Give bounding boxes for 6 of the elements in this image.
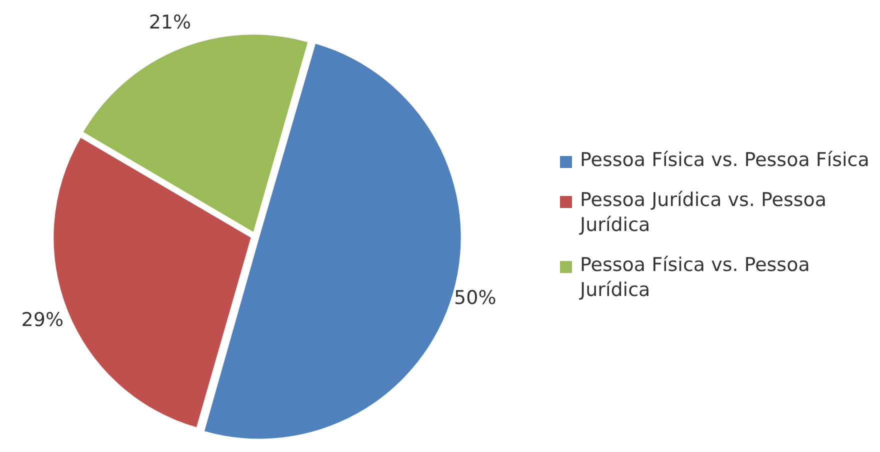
data-label: 50% [454,287,496,310]
legend-label: Pessoa Física vs. Pessoa Física [580,148,870,173]
legend-label: Pessoa Física vs. Pessoa Jurídica [580,252,811,304]
legend-label: Pessoa Jurídica vs. Pessoa Jurídica [580,188,828,238]
data-label: 21% [148,11,192,34]
data-label: 29% [21,308,64,331]
